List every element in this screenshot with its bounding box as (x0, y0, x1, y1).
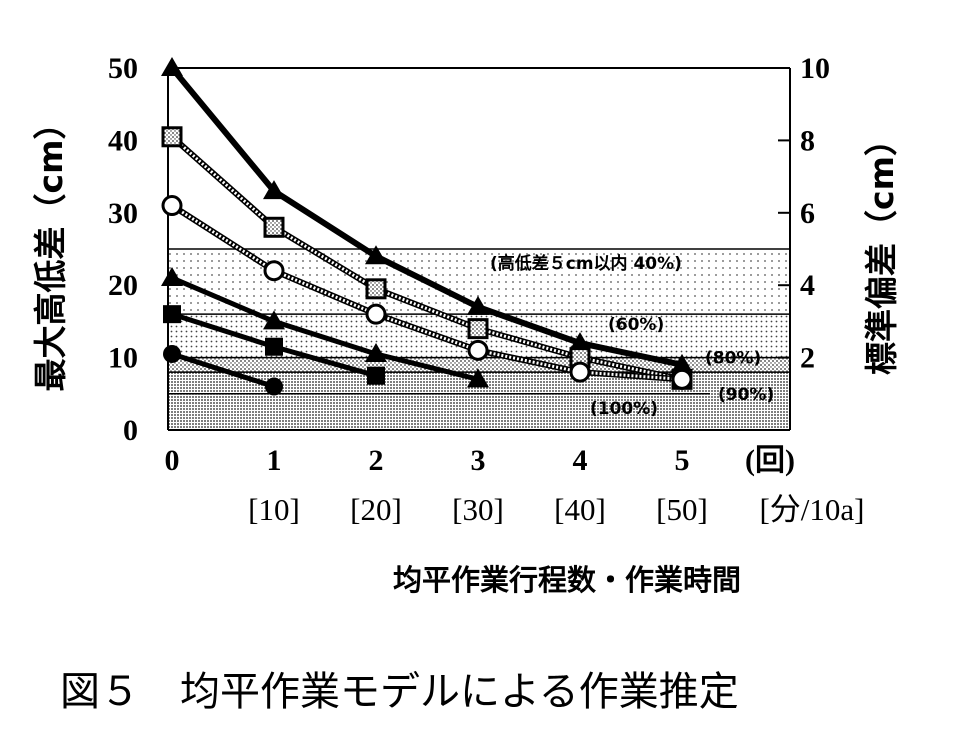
y-tick-label-left: 30 (108, 197, 138, 230)
figure-caption: 図５ 均平作業モデルによる作業推定 (60, 669, 739, 715)
y-tick-label-right: 8 (800, 124, 815, 157)
x-tick-label: 5 (675, 444, 690, 477)
series-4-point-3 (365, 342, 387, 362)
band-label-4: (90%) (718, 385, 774, 405)
series-line-3 (171, 204, 683, 381)
threshold-bands (168, 248, 790, 430)
series-4-point-4 (467, 368, 489, 388)
y-tick-label-left: 20 (108, 269, 138, 302)
series-3-point-2 (263, 260, 285, 282)
series-3-point-5 (569, 361, 591, 383)
series-3-point-6 (671, 368, 693, 390)
series-4-point-1 (161, 266, 183, 286)
series-line-4 (171, 275, 479, 382)
band-label-1: (高低差５cm以内 40%) (490, 253, 682, 274)
series-2-point-2 (263, 216, 285, 238)
series-line-1 (169, 66, 683, 368)
x-tick-label: 3 (471, 444, 486, 477)
series-1-point-4 (467, 295, 489, 315)
x-tick-label: 4 (573, 444, 588, 477)
x-tick-label: 0 (165, 444, 180, 477)
x-tick-label: 1 (267, 444, 282, 477)
y-tick-label-left: 10 (108, 342, 138, 375)
x-tick-unit: (回) (745, 444, 795, 477)
x-time-tick-label: [20] (350, 492, 402, 527)
x-time-tick-label: [30] (452, 492, 504, 527)
x-axis-label: 均平作業行程数・作業時間 (393, 563, 741, 597)
x-time-tick-label: [10] (248, 492, 300, 527)
y-tick-label-left: 50 (108, 52, 138, 85)
x-time-tick-label: [50] (656, 492, 708, 527)
x-time-tick-label: [40] (554, 492, 606, 527)
right-axis-ticks (778, 67, 790, 359)
band-labels: (高低差５cm以内 40%) (60%) (80%) (90%) (100%) (490, 253, 774, 419)
x-tick-label: 2 (369, 444, 384, 477)
series-markers (161, 57, 693, 396)
series-2-point-3 (365, 278, 387, 300)
series-1-point-5 (569, 332, 591, 352)
y-tick-label-right: 10 (800, 52, 830, 85)
series-2-point-1 (161, 126, 183, 148)
series-5-point-3 (367, 366, 385, 385)
y-axis-label-right: 標準偏差（cm） (862, 123, 901, 375)
series-line-2 (171, 135, 683, 381)
series-6-point-2 (265, 377, 283, 396)
series-4-point-2 (263, 310, 285, 330)
series-1-point-3 (365, 245, 387, 265)
band-area-5 (168, 393, 710, 430)
series-1-point-2 (263, 180, 285, 200)
series-3-point-3 (365, 303, 387, 325)
series-3-point-4 (467, 339, 489, 361)
series-6-point-1 (163, 344, 181, 363)
band-label-3: (80%) (705, 349, 761, 369)
series-5-point-2 (265, 337, 283, 356)
series-lines (169, 66, 683, 389)
axis-tick-labels: 0 10 20 30 40 50 2 4 6 8 10 0 1 2 3 4 5 (回) [10] [20] [30] [4… (108, 52, 865, 527)
y-tick-label-right: 2 (800, 342, 815, 375)
y-tick-label-right: 6 (800, 197, 815, 230)
band-label-5: (100%) (590, 399, 658, 419)
series-5-point-1 (163, 305, 181, 324)
series-2-point-4 (467, 318, 489, 340)
y-tick-label-left: 0 (123, 414, 138, 447)
series-line-6 (171, 351, 275, 389)
y-axis-label-left: 最大高低差（cm） (31, 107, 70, 392)
y-tick-label-left: 40 (108, 124, 138, 157)
y-tick-label-right: 4 (800, 269, 815, 302)
series-1-point-1 (161, 57, 183, 76)
band-label-2: (60%) (608, 315, 664, 335)
series-1-point-6 (671, 353, 693, 373)
series-3-point-1 (161, 195, 183, 217)
x-time-tick-unit: [分/10a] (759, 492, 864, 527)
